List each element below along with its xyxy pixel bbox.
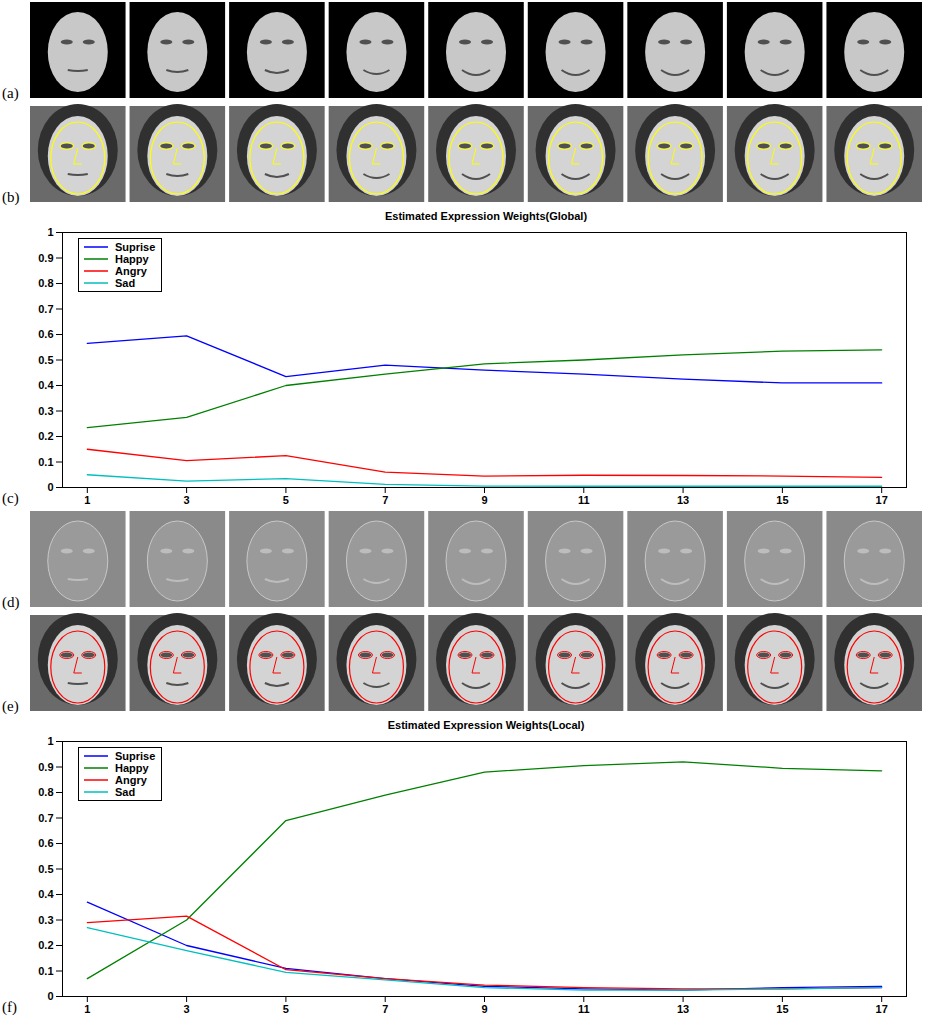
html-text:Estimated Expression Weights(L: Estimated Expression Weights(Local) <box>387 719 585 731</box>
html-text:Sad: Sad <box>115 786 136 798</box>
svg-text:7: 7 <box>382 494 388 506</box>
svg-text:0.4: 0.4 <box>38 888 54 900</box>
html-text:(c): (c) <box>2 490 19 506</box>
svg-text:0.7: 0.7 <box>38 812 53 824</box>
svg-text:7: 7 <box>382 1003 388 1015</box>
svg-text:0.4: 0.4 <box>38 379 54 391</box>
html-text:Angry: Angry <box>115 265 147 277</box>
svg-text:0.8: 0.8 <box>38 277 53 289</box>
svg-text:11: 11 <box>578 1003 590 1015</box>
svg-text:17: 17 <box>876 494 888 506</box>
svg-text:0.1: 0.1 <box>38 456 53 468</box>
svg-text:1: 1 <box>47 226 53 238</box>
svg-text:1: 1 <box>84 1003 90 1015</box>
svg-text:5: 5 <box>283 494 289 506</box>
svg-text:0: 0 <box>47 990 53 1002</box>
html-text:Happy: Happy <box>115 762 149 774</box>
html-text:(d): (d) <box>2 594 20 610</box>
svg-text:0.6: 0.6 <box>38 328 53 340</box>
svg-text:0: 0 <box>47 481 53 493</box>
svg-text:1: 1 <box>47 735 53 747</box>
svg-text:3: 3 <box>184 1003 190 1015</box>
svg-text:17: 17 <box>876 1003 888 1015</box>
svg-text:11: 11 <box>578 494 590 506</box>
svg-text:15: 15 <box>776 1003 788 1015</box>
html-text:(e): (e) <box>2 698 19 714</box>
svg-text:9: 9 <box>481 1003 487 1015</box>
svg-text:3: 3 <box>184 494 190 506</box>
svg-text:0.1: 0.1 <box>38 965 53 977</box>
svg-text:0.5: 0.5 <box>38 863 53 875</box>
svg-text:15: 15 <box>776 494 788 506</box>
svg-text:0.3: 0.3 <box>38 405 53 417</box>
svg-text:0.5: 0.5 <box>38 354 53 366</box>
svg-text:9: 9 <box>481 494 487 506</box>
svg-text:0.2: 0.2 <box>38 939 53 951</box>
svg-text:0.2: 0.2 <box>38 430 53 442</box>
svg-text:0.8: 0.8 <box>38 786 53 798</box>
html-text:Estimated Expression Weights(G: Estimated Expression Weights(Global) <box>384 210 588 222</box>
svg-text:13: 13 <box>677 1003 689 1015</box>
svg-text:13: 13 <box>677 494 689 506</box>
svg-text:0.9: 0.9 <box>38 252 53 264</box>
html-text:Sad: Sad <box>115 277 136 289</box>
svg-text:0.7: 0.7 <box>38 303 53 315</box>
svg-text:0.3: 0.3 <box>38 914 53 926</box>
html-text:Suprise: Suprise <box>115 750 156 762</box>
html-text:(f): (f) <box>2 999 17 1015</box>
html-text:(a): (a) <box>2 85 19 101</box>
html-text:Happy: Happy <box>115 253 149 265</box>
svg-text:0.6: 0.6 <box>38 837 53 849</box>
html-text:(b): (b) <box>2 189 20 205</box>
svg-text:5: 5 <box>283 1003 289 1015</box>
html-text:Suprise: Suprise <box>115 241 156 253</box>
svg-text:1: 1 <box>84 494 90 506</box>
html-text:Angry: Angry <box>115 774 147 786</box>
svg-text:0.9: 0.9 <box>38 761 53 773</box>
